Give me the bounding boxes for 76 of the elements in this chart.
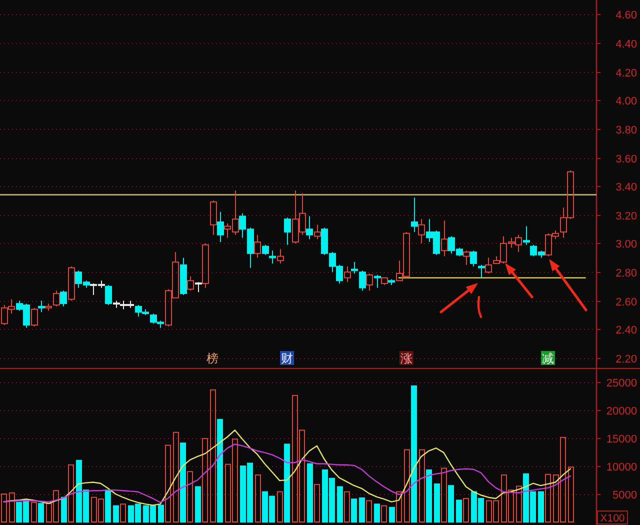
y-tick-label: 2.60 xyxy=(616,296,637,308)
annotation: 涨 xyxy=(400,352,412,366)
y-tick-label: 3.80 xyxy=(616,124,637,136)
line-series xyxy=(3,444,571,503)
bar xyxy=(568,466,574,522)
bar xyxy=(404,449,410,522)
y-tick-label: 4.40 xyxy=(616,38,637,50)
bar xyxy=(255,474,261,522)
bar xyxy=(38,503,44,522)
y-tick-label: 20000 xyxy=(606,406,637,418)
candlestick xyxy=(411,197,418,232)
bar xyxy=(202,438,208,522)
y-tick-label: 3.40 xyxy=(616,182,637,194)
bar xyxy=(426,469,432,522)
y-tick-label: 3.60 xyxy=(616,154,637,166)
bar xyxy=(419,449,425,522)
bar xyxy=(173,432,179,522)
bar xyxy=(1,494,7,522)
bar xyxy=(344,491,350,522)
bar xyxy=(434,483,440,522)
candlestick xyxy=(441,220,448,257)
bar xyxy=(516,486,522,522)
y-tick-label: 4.60 xyxy=(616,10,637,22)
candlestick xyxy=(277,248,284,264)
bar xyxy=(448,485,454,522)
bar xyxy=(307,463,313,522)
y-tick-label: 4.00 xyxy=(616,96,637,108)
bar xyxy=(351,498,357,522)
bar xyxy=(381,505,387,522)
bar xyxy=(538,491,544,522)
bar xyxy=(113,505,119,522)
bar xyxy=(120,504,126,522)
y-tick-label: 3.20 xyxy=(616,210,637,222)
candlestick xyxy=(351,262,358,274)
bar xyxy=(217,419,223,522)
annotation: 财 xyxy=(281,352,294,366)
y-tick-label: 2.20 xyxy=(616,354,637,366)
bar xyxy=(9,492,15,522)
bar xyxy=(411,385,417,522)
bar xyxy=(337,486,343,522)
bar xyxy=(463,498,469,522)
bar xyxy=(210,389,216,522)
y-tick-label: 15000 xyxy=(606,434,637,446)
y-tick-label: 5000 xyxy=(612,490,637,502)
y-tick-label: 4.20 xyxy=(616,68,637,80)
y-tick-label: 2.80 xyxy=(616,268,637,280)
y-tick-label: 3.00 xyxy=(616,238,637,250)
bar xyxy=(105,490,111,522)
candlestick xyxy=(217,211,224,242)
bar xyxy=(195,486,201,522)
annotation: 榜 xyxy=(206,352,219,366)
y-tick-label: 10000 xyxy=(606,462,637,474)
y-axis-title: X100 xyxy=(600,512,625,524)
bar xyxy=(545,474,551,522)
bar xyxy=(284,444,290,522)
candlestick xyxy=(418,218,425,244)
bar xyxy=(456,500,462,522)
y-tick-label: 25000 xyxy=(606,378,637,390)
bar xyxy=(158,504,164,522)
bar xyxy=(31,502,37,522)
bar xyxy=(314,484,320,522)
y-tick-label: 2.40 xyxy=(616,324,637,336)
candlestick xyxy=(523,226,530,246)
bar xyxy=(165,444,171,522)
bar xyxy=(396,491,402,522)
bar xyxy=(68,464,74,522)
bar xyxy=(366,500,372,522)
bar xyxy=(441,468,447,522)
annotation: 减 xyxy=(542,352,554,366)
bar xyxy=(359,497,365,522)
bar xyxy=(180,442,186,522)
bar xyxy=(389,506,395,522)
bar xyxy=(61,496,67,522)
bar xyxy=(277,491,283,522)
bar xyxy=(187,471,193,522)
bar xyxy=(374,504,380,522)
